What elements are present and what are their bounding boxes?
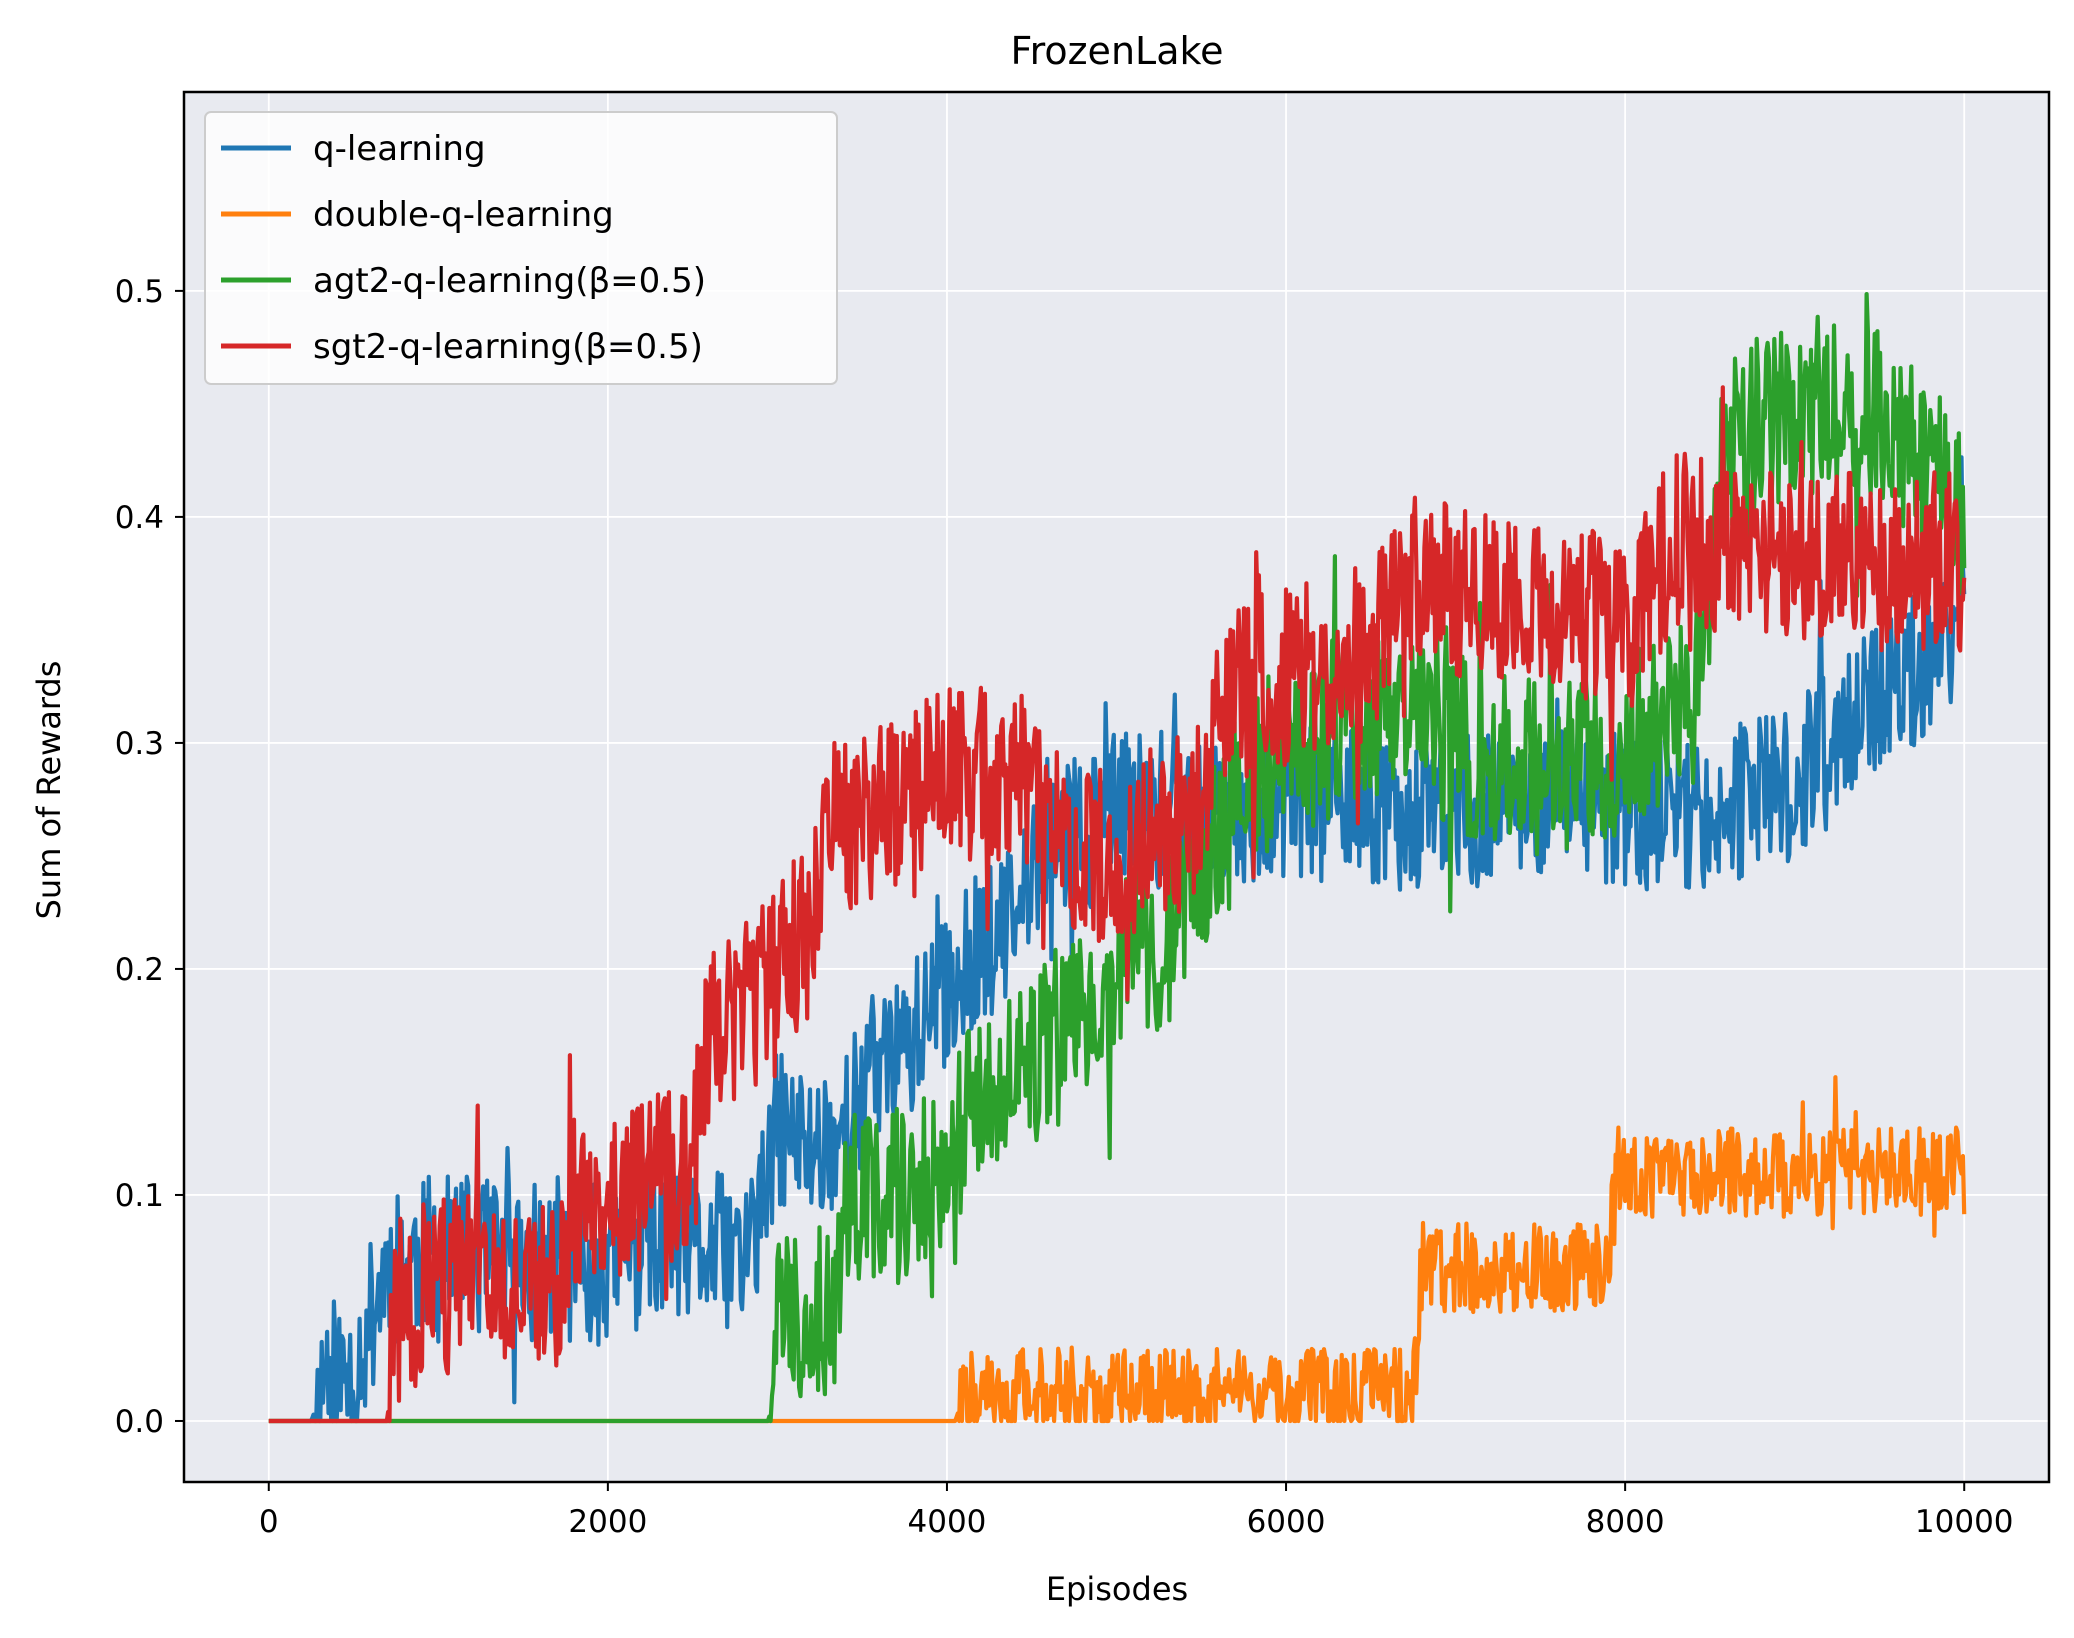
y-tick-label: 0.5 bbox=[115, 274, 164, 310]
x-tick-label: 0 bbox=[259, 1504, 279, 1540]
x-axis: 0 2000 4000 6000 8000 10000 bbox=[259, 1482, 2014, 1540]
x-tick-label: 2000 bbox=[568, 1504, 647, 1540]
y-tick-label: 0.0 bbox=[115, 1404, 164, 1440]
chart-title: FrozenLake bbox=[1010, 29, 1223, 73]
y-tick-label: 0.1 bbox=[115, 1178, 164, 1214]
x-tick-label: 10000 bbox=[1915, 1504, 2014, 1540]
legend[interactable]: q-learning double-q-learning agt2-q-learni… bbox=[204, 111, 838, 385]
legend-label: sgt2-q-learning(β=0.5) bbox=[313, 327, 703, 367]
legend-box bbox=[204, 111, 838, 385]
x-tick-label: 4000 bbox=[908, 1504, 987, 1540]
x-axis-title: Episodes bbox=[1046, 1570, 1188, 1608]
series-line-2 bbox=[268, 292, 1967, 1424]
legend-label: agt2-q-learning(β=0.5) bbox=[313, 261, 706, 301]
y-axis-title: Sum of Rewards bbox=[30, 661, 68, 920]
y-tick-label: 0.3 bbox=[115, 726, 164, 762]
x-tick-label: 8000 bbox=[1586, 1504, 1665, 1540]
y-tick-label: 0.4 bbox=[115, 500, 164, 536]
series-layer bbox=[268, 292, 1967, 1424]
legend-label: q-learning bbox=[313, 129, 486, 169]
x-tick-label: 6000 bbox=[1247, 1504, 1326, 1540]
y-axis: 0.0 0.1 0.2 0.3 0.4 0.5 bbox=[115, 274, 184, 1440]
series-line-3 bbox=[268, 385, 1967, 1424]
legend-label: double-q-learning bbox=[313, 195, 614, 235]
plot-frame bbox=[182, 90, 2051, 1484]
y-tick-label: 0.2 bbox=[115, 952, 164, 988]
